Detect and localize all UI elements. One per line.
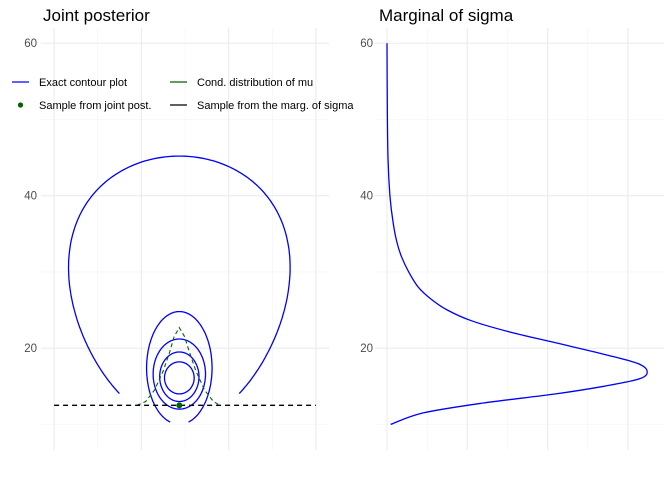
marginal-sigma-line	[386, 43, 648, 426]
contour-level-2	[145, 310, 213, 423]
joint-posterior-y-ticks: 20 40 60	[24, 38, 37, 355]
marginal-y-tick-label: 20	[360, 343, 373, 355]
legend-label-exact-contour: Exact contour plot	[39, 77, 127, 89]
sample-point	[176, 402, 183, 409]
legend-label-cond-mu: Cond. distribution of mu	[197, 77, 313, 89]
legend-label-sample-point: Sample from joint post.	[39, 100, 152, 112]
joint-y-tick-label: 40	[24, 191, 37, 203]
joint-y-tick-label: 20	[24, 343, 37, 355]
joint-y-tick-label: 60	[24, 38, 37, 50]
legend-key-sample-point	[17, 102, 24, 108]
conditional-mu-curve	[136, 326, 221, 406]
marginal-sigma-grid	[375, 28, 664, 450]
contour-level-3	[152, 338, 207, 410]
marginal-sigma-title: Marginal of sigma	[379, 6, 514, 25]
contour-level-1	[67, 155, 291, 395]
joint-posterior-grid	[41, 28, 329, 450]
marginal-sigma-y-ticks: 20 40 60	[360, 38, 373, 355]
marginal-y-tick-label: 60	[360, 38, 373, 50]
marginal-sigma-panel: 20 40 60 Marginal of sigma	[360, 6, 664, 450]
legend: Exact contour plot Cond. distribution of…	[12, 77, 354, 112]
contour-level-5	[163, 361, 195, 395]
joint-posterior-panel: 20 40 60 Joint posterior	[24, 6, 329, 450]
contour-level-4	[159, 351, 200, 403]
joint-posterior-contours	[67, 155, 291, 423]
conditional-mu-layer	[136, 326, 221, 406]
marginal-y-tick-label: 40	[360, 191, 373, 203]
joint-posterior-title: Joint posterior	[43, 6, 150, 25]
marginal-sigma-series	[386, 43, 648, 426]
sample-layer	[54, 402, 316, 409]
legend-label-marg-sigma: Sample from the marg. of sigma	[197, 100, 354, 112]
